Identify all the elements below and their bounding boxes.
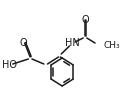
Text: HN: HN	[65, 38, 80, 48]
Text: O: O	[81, 15, 89, 25]
Text: HO: HO	[2, 60, 17, 70]
Text: O: O	[20, 38, 28, 48]
Text: CH₃: CH₃	[103, 41, 120, 50]
